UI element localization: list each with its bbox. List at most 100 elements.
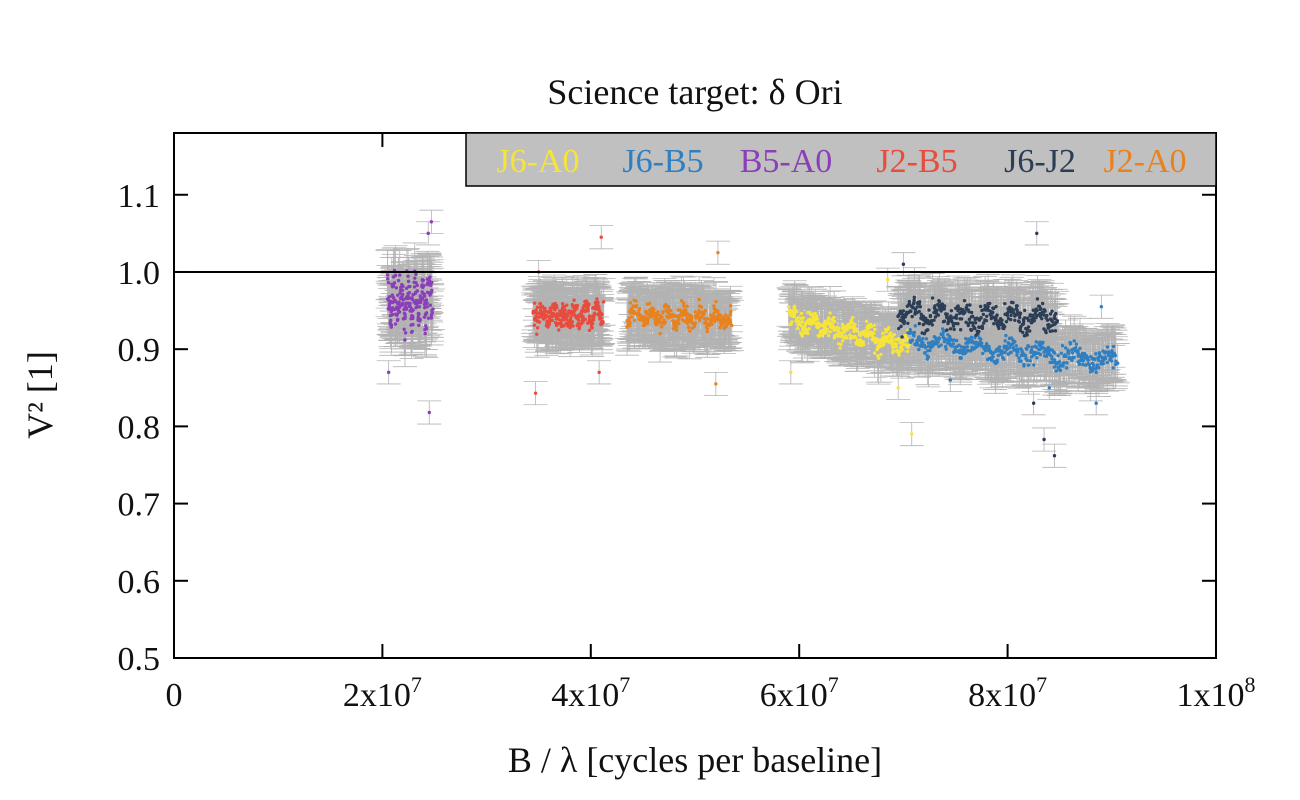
data-point (559, 322, 564, 326)
data-point (917, 347, 921, 352)
data-point (385, 277, 390, 281)
data-point (389, 318, 393, 323)
data-point (396, 278, 401, 283)
data-point (561, 318, 566, 322)
data-point (912, 334, 916, 338)
data-point (401, 284, 405, 288)
data-point (912, 295, 917, 299)
data-point (638, 306, 642, 311)
x-tick-label: 1x108 (1177, 672, 1256, 714)
data-point (943, 337, 948, 342)
data-point (702, 311, 706, 315)
data-point (956, 304, 960, 308)
data-point (728, 320, 733, 325)
data-point (981, 321, 986, 325)
data-point (591, 318, 596, 322)
data-point (677, 321, 681, 326)
data-point (967, 310, 971, 314)
data-point (1058, 368, 1063, 373)
data-point (830, 322, 834, 326)
data-point (1107, 350, 1111, 354)
y-tick-label: 0.8 (118, 409, 161, 446)
data-point (1052, 365, 1057, 369)
data-point (937, 336, 941, 341)
data-point (658, 331, 662, 336)
data-point (869, 324, 874, 329)
data-point (948, 335, 952, 339)
data-point (921, 314, 926, 319)
data-point (415, 289, 419, 293)
data-point (592, 311, 597, 315)
data-point (940, 302, 945, 306)
data-point (1072, 339, 1076, 343)
data-point (1025, 333, 1029, 337)
data-point (879, 352, 883, 357)
data-point (1003, 339, 1007, 343)
data-point (571, 305, 575, 309)
data-point (823, 324, 827, 329)
data-point (799, 311, 804, 316)
data-point (600, 312, 604, 317)
data-point (1023, 308, 1027, 313)
data-point (836, 342, 841, 346)
data-point (826, 333, 831, 338)
data-point (430, 311, 434, 315)
legend: J6-A0 J6-B5 B5-A0 J2-B5 J6-J2 J2-A0 (465, 132, 1217, 187)
legend-entry-j6-b5: J6-B5 (622, 143, 703, 180)
data-point (850, 321, 854, 325)
data-point (403, 331, 408, 335)
data-point (429, 220, 434, 224)
data-point (857, 343, 861, 347)
data-point (928, 348, 932, 353)
data-point (930, 323, 934, 327)
data-point (1000, 318, 1004, 322)
data-point (997, 345, 1002, 349)
data-point (1008, 345, 1012, 349)
data-point (971, 340, 976, 345)
data-point (666, 305, 671, 310)
data-point (397, 310, 402, 314)
data-point (391, 284, 396, 288)
data-point (1064, 366, 1069, 370)
data-point (398, 291, 402, 295)
data-point (595, 297, 599, 301)
data-point (892, 332, 896, 337)
data-point (406, 279, 411, 284)
data-point (865, 334, 869, 338)
data-point (1034, 345, 1038, 349)
series-j2-a0-points (625, 250, 734, 386)
data-point (659, 324, 664, 328)
data-point (964, 336, 968, 341)
data-point (1047, 386, 1051, 390)
data-point (712, 304, 716, 308)
data-point (428, 303, 433, 307)
data-point (945, 312, 949, 316)
series-j2-b5-points (531, 235, 606, 395)
data-point (645, 319, 650, 323)
data-point (390, 312, 395, 317)
data-point (1050, 329, 1055, 333)
data-point (415, 283, 419, 288)
data-point (682, 304, 686, 308)
data-point (669, 308, 673, 313)
data-point (1081, 362, 1085, 367)
data-point (912, 330, 917, 335)
data-point (924, 337, 929, 341)
data-point (1013, 339, 1017, 344)
data-point (959, 356, 963, 360)
data-point (557, 328, 561, 332)
data-point (1070, 351, 1075, 355)
data-point (1116, 361, 1120, 365)
data-point (986, 304, 990, 309)
data-point (587, 302, 591, 307)
data-point (1030, 345, 1034, 349)
data-point (886, 277, 890, 282)
series-j6-b5-points (906, 305, 1120, 405)
data-point (965, 345, 970, 349)
data-point (1003, 350, 1007, 355)
data-point (1026, 318, 1031, 323)
data-point (417, 317, 422, 322)
data-point (1090, 369, 1095, 373)
x-tick-label: 4x107 (551, 672, 630, 714)
